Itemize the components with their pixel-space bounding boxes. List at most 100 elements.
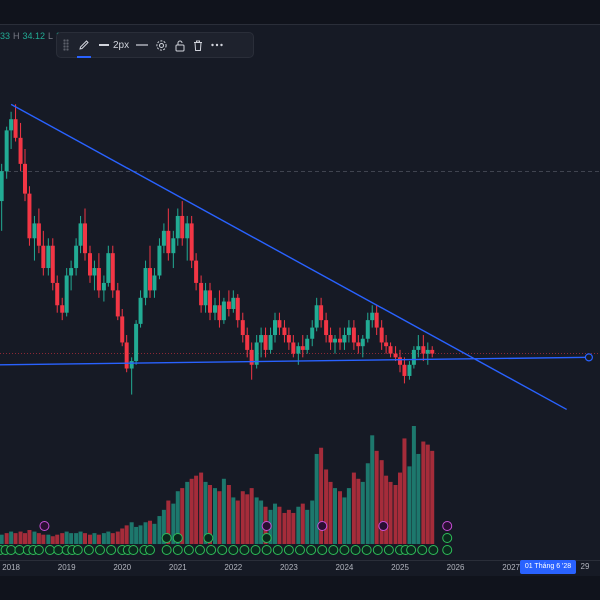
candle-body bbox=[333, 338, 337, 343]
candle-body bbox=[249, 349, 254, 365]
volume-bar bbox=[32, 531, 37, 544]
candle-body bbox=[259, 335, 264, 343]
event-marker-e bbox=[442, 533, 453, 543]
candle-body bbox=[124, 342, 129, 369]
candle-body bbox=[235, 297, 240, 321]
candle-body bbox=[213, 305, 217, 313]
event-marker-e bbox=[406, 545, 417, 555]
candle-body bbox=[18, 137, 23, 164]
candle-body bbox=[161, 230, 166, 246]
volume-bar bbox=[92, 533, 97, 544]
time-label-2024: 2024 bbox=[335, 563, 354, 572]
candle-body bbox=[365, 320, 370, 339]
volume-bar bbox=[273, 503, 277, 544]
event-marker-e bbox=[106, 545, 117, 555]
gear-icon[interactable] bbox=[155, 35, 168, 55]
volume-bar bbox=[393, 485, 398, 544]
candle-body bbox=[421, 346, 426, 354]
volume-bar bbox=[55, 534, 60, 544]
candle-body bbox=[143, 268, 148, 298]
price-chart[interactable] bbox=[0, 62, 600, 560]
volume-bar bbox=[319, 447, 324, 544]
candle-body bbox=[115, 290, 120, 317]
candle-body bbox=[416, 346, 421, 350]
candle-body bbox=[338, 338, 342, 343]
candle-body bbox=[268, 335, 273, 350]
volume-bar bbox=[27, 530, 32, 544]
candle-body bbox=[36, 223, 41, 246]
volume-bar bbox=[50, 536, 55, 544]
candle-body bbox=[166, 230, 171, 254]
volume-bar bbox=[96, 534, 101, 544]
volume-bar bbox=[300, 503, 305, 544]
drawing-toolbar: 2px bbox=[56, 32, 254, 58]
candle-body bbox=[393, 353, 398, 358]
volume-bar bbox=[185, 481, 190, 544]
volume-bar bbox=[221, 478, 226, 544]
volume-bar bbox=[143, 522, 148, 544]
candle-body bbox=[157, 245, 162, 276]
trash-icon[interactable] bbox=[192, 35, 204, 55]
candle-body bbox=[199, 282, 204, 306]
candle-body bbox=[138, 297, 143, 324]
candle-body bbox=[296, 346, 301, 354]
volume-bar bbox=[217, 491, 222, 544]
candle-body bbox=[277, 320, 282, 328]
event-marker-e bbox=[83, 545, 94, 555]
event-marker-e bbox=[95, 545, 105, 555]
volume-bar bbox=[277, 506, 282, 544]
event-marker-e bbox=[295, 545, 305, 555]
event-marker-e bbox=[239, 545, 250, 555]
candle-body bbox=[240, 320, 245, 336]
event-marker-e bbox=[217, 545, 228, 555]
event-marker-d bbox=[39, 521, 50, 531]
candle-body bbox=[171, 238, 176, 254]
event-marker-e bbox=[145, 545, 155, 555]
event-marker-e bbox=[442, 545, 453, 555]
more-dots-icon[interactable] bbox=[210, 35, 224, 55]
candle-body bbox=[64, 275, 69, 313]
volume-bar bbox=[199, 472, 204, 544]
volume-bar bbox=[402, 438, 407, 544]
volume-bar bbox=[152, 523, 157, 544]
candle-body bbox=[263, 335, 268, 350]
drag-handle[interactable] bbox=[63, 39, 69, 51]
volume-bar bbox=[328, 481, 333, 544]
volume-bar bbox=[138, 525, 143, 544]
candle-body bbox=[388, 346, 393, 354]
time-label-2018: 2018 bbox=[2, 563, 21, 572]
candle-body bbox=[254, 342, 259, 365]
time-axis[interactable]: 2018 2019 2020 2021 2022 2023 2024 2025 2026 2027 bbox=[0, 560, 600, 577]
top-header-bar bbox=[0, 0, 600, 25]
line-width-button[interactable]: 2px bbox=[99, 35, 129, 55]
volume-bar bbox=[101, 533, 106, 544]
candle-body bbox=[69, 268, 74, 276]
event-marker-e bbox=[272, 545, 283, 555]
event-marker-e bbox=[72, 545, 83, 555]
volume-bar bbox=[13, 533, 18, 544]
event-marker-e bbox=[339, 545, 350, 555]
candle-body bbox=[120, 316, 125, 343]
candle-body bbox=[41, 245, 46, 269]
event-marker-e bbox=[428, 545, 439, 555]
volume-bar bbox=[305, 509, 310, 544]
event-marker-e bbox=[317, 545, 328, 555]
candle-body bbox=[175, 215, 180, 239]
candle-body bbox=[101, 282, 106, 291]
volume-bar bbox=[203, 481, 208, 544]
candle-body bbox=[300, 346, 305, 350]
lock-icon[interactable] bbox=[174, 35, 186, 55]
volume-bar bbox=[226, 485, 231, 544]
volume-bar bbox=[240, 491, 245, 544]
event-marker-e bbox=[203, 533, 214, 543]
line-style-icon[interactable] bbox=[135, 35, 149, 55]
volume-bar bbox=[83, 533, 87, 544]
volume-bar bbox=[194, 475, 199, 544]
volume-bar bbox=[235, 500, 240, 544]
volume-bar bbox=[189, 478, 194, 544]
candle-body bbox=[194, 260, 199, 283]
volume-bar bbox=[60, 533, 65, 544]
pencil-icon[interactable] bbox=[75, 35, 93, 58]
volume-bar bbox=[171, 503, 176, 544]
